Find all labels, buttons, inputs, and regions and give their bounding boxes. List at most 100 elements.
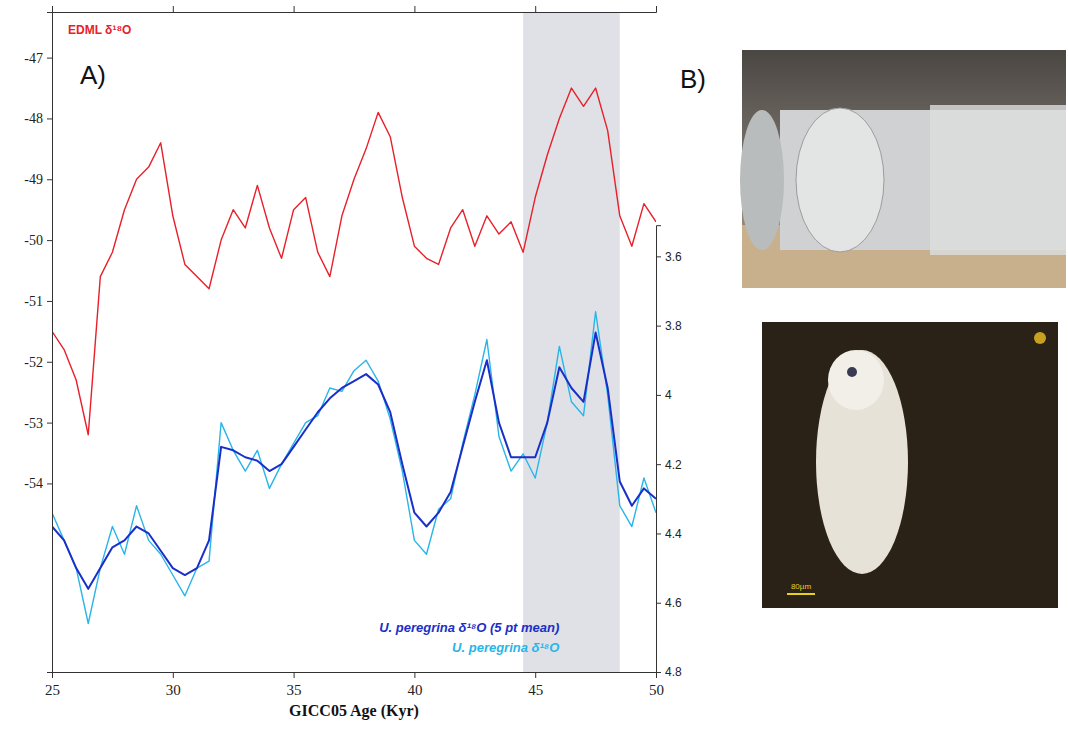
- tick: [535, 6, 536, 12]
- tick-label: 4.6: [665, 596, 682, 610]
- axis-line: [47, 13, 53, 673]
- tick-mark: [656, 672, 661, 673]
- y2-axis: 3.6 3.8 4 4.2 4.4 4.6 4.8: [656, 226, 682, 680]
- data-area: [52, 12, 656, 672]
- tick-label: -51: [24, 294, 43, 309]
- tick-label: 50: [649, 682, 664, 698]
- scale-bar: [787, 593, 815, 595]
- figure: 253035404550-47-48-49-50-51-52-53-543.63…: [0, 0, 1068, 749]
- tick-label: 4: [665, 388, 672, 402]
- tick-mark: [656, 6, 657, 12]
- tick-mark: [414, 6, 415, 12]
- x-axis-top: [53, 6, 657, 13]
- tick-label: 30: [166, 682, 181, 698]
- tick-mark: [535, 672, 536, 678]
- tick-label: -53: [24, 416, 43, 431]
- photo-core: [930, 105, 1066, 255]
- x-axis: 25 30 35 40 45 50: [45, 672, 664, 698]
- tick: 4.8: [656, 665, 682, 679]
- plot: 253035404550-47-48-49-50-51-52-53-543.63…: [24, 6, 682, 720]
- axis-line: [53, 6, 657, 13]
- tick-mark: [294, 6, 295, 12]
- photo-foraminifera: 80µm: [762, 322, 1058, 608]
- tick-label: 4.2: [665, 458, 682, 472]
- series-line: [52, 312, 656, 624]
- tick: -54: [24, 476, 52, 491]
- tick-label: 3.8: [665, 319, 682, 333]
- tick-mark: [656, 464, 661, 465]
- tick: 25: [45, 672, 60, 698]
- axis-line: [657, 226, 662, 673]
- series-line: [52, 333, 656, 589]
- tick-mark: [656, 533, 661, 534]
- tick-mark: [47, 179, 52, 180]
- photo-shell: [816, 350, 908, 574]
- tick-label: 45: [528, 682, 543, 698]
- axis-line: [53, 673, 657, 679]
- tick-mark: [47, 118, 52, 119]
- tick: 4: [656, 388, 672, 402]
- tick-label: 35: [287, 682, 302, 698]
- tick-mark: [47, 423, 52, 424]
- shaded-interval: [523, 12, 620, 672]
- tick-mark: [47, 240, 52, 241]
- tick: -53: [24, 416, 52, 431]
- photo-background: [742, 50, 1066, 288]
- photo-marker: [1034, 332, 1046, 344]
- tick: 30: [166, 672, 181, 698]
- photo-aperture: [847, 367, 857, 377]
- tick: [656, 6, 657, 12]
- tick-mark: [52, 6, 53, 12]
- tick-label: 3.6: [665, 250, 682, 264]
- tick-mark: [656, 395, 661, 396]
- tick: [173, 6, 174, 12]
- legend-entry: U. peregrina δ¹⁸O: [452, 640, 559, 655]
- tick-label: 40: [407, 682, 422, 698]
- tick-mark: [656, 603, 661, 604]
- tick: 45: [528, 672, 543, 698]
- tick-label: -49: [24, 172, 43, 187]
- tick: -50: [24, 233, 52, 248]
- panel-label: A): [80, 60, 106, 90]
- tick-label: -52: [24, 355, 43, 370]
- photo-ice-core: [740, 50, 1066, 288]
- tick-mark: [656, 256, 661, 257]
- tick-label: 4.4: [665, 527, 682, 541]
- photo-shell: [828, 350, 884, 410]
- tick: -51: [24, 294, 52, 309]
- tick: -49: [24, 172, 52, 187]
- tick: [52, 6, 53, 12]
- tick-label: -48: [24, 111, 43, 126]
- tick: 3.8: [656, 319, 682, 333]
- x-axis-title: GICC05 Age (Kyr): [289, 702, 419, 720]
- tick-mark: [294, 672, 295, 678]
- photo-core-end: [740, 110, 784, 250]
- tick: -48: [24, 111, 52, 126]
- tick-mark: [414, 672, 415, 678]
- tick-label: -50: [24, 233, 43, 248]
- photo-core-end: [796, 108, 884, 252]
- tick-mark: [47, 58, 52, 59]
- tick-mark: [173, 672, 174, 678]
- tick: 4.6: [656, 596, 682, 610]
- legend-entry: EDML δ¹⁸O: [68, 23, 131, 37]
- scale-bar-label: 80µm: [791, 582, 812, 591]
- tick: -47: [24, 51, 52, 66]
- tick: [294, 6, 295, 12]
- tick-mark: [535, 6, 536, 12]
- tick-mark: [47, 362, 52, 363]
- tick-mark: [47, 483, 52, 484]
- tick-label: 25: [45, 682, 60, 698]
- legend-entry: U. peregrina δ¹⁸O (5 pt mean): [379, 620, 559, 635]
- tick: 3.6: [656, 250, 682, 264]
- series-line: [52, 88, 656, 435]
- y-axis: -47 -48 -49 -50 -51 -52 -53 -54: [24, 13, 52, 673]
- tick-mark: [173, 6, 174, 12]
- tick-label: -47: [24, 51, 43, 66]
- tick-label: -54: [24, 476, 43, 491]
- tick: -52: [24, 355, 52, 370]
- panel-label: B): [680, 64, 706, 94]
- tick: [414, 6, 415, 12]
- tick: 50: [649, 672, 664, 698]
- tick: 4.4: [656, 527, 682, 541]
